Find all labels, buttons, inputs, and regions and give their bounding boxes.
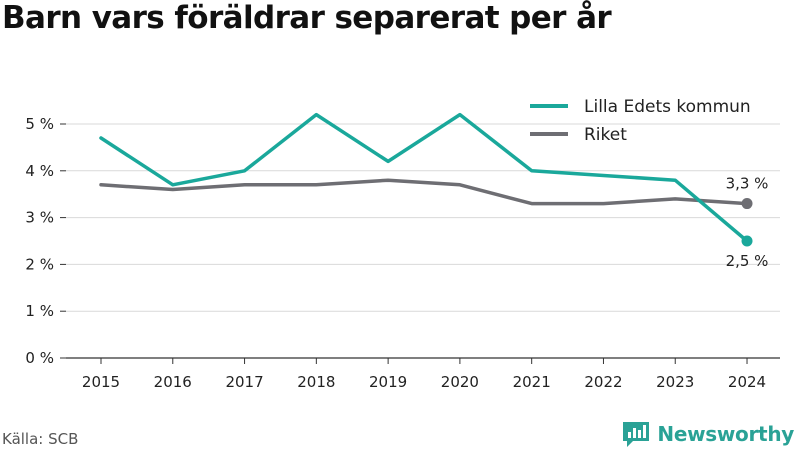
x-tick-label: 2015 — [82, 373, 120, 391]
y-tick-label: 3 % — [25, 209, 54, 227]
x-tick-label: 2022 — [584, 373, 622, 391]
newsworthy-logo-icon — [623, 422, 650, 447]
brand-name: Newsworthy — [657, 422, 794, 446]
series-line — [99, 112, 749, 243]
data-label: 3,3 % — [726, 175, 769, 193]
gridlines — [66, 123, 780, 312]
x-tick-label: 2019 — [369, 373, 407, 391]
x-tick-label: 2024 — [728, 373, 766, 391]
y-tick-label: 1 % — [25, 302, 54, 320]
legend: Lilla Edets kommun Riket — [530, 97, 751, 145]
legend-label: Riket — [584, 125, 627, 145]
x-tick-label: 2020 — [441, 373, 479, 391]
y-tick-label: 4 % — [25, 162, 54, 180]
x-tick-label: 2018 — [297, 373, 335, 391]
y-tick-label: 5 % — [25, 115, 54, 133]
y-tick-label: 2 % — [25, 255, 54, 273]
legend-label: Lilla Edets kommun — [584, 97, 751, 117]
y-tick-label: 0 % — [25, 349, 54, 367]
x-tick-label: 2021 — [513, 373, 551, 391]
series-end-point — [741, 198, 753, 210]
x-tick-label: 2023 — [656, 373, 694, 391]
brand-logo[interactable]: Newsworthy — [621, 420, 794, 448]
x-tick-label: 2016 — [154, 373, 192, 391]
series-end-point — [741, 235, 753, 247]
x-tick-label: 2017 — [225, 373, 263, 391]
series-line — [99, 178, 749, 206]
source-note: Källa: SCB — [2, 430, 79, 448]
series-lines: 3,3 % 2,5 % — [99, 112, 769, 270]
x-axis: 2015 2016 2017 2018 2019 2020 2021 2022 2023 2024 — [66, 357, 780, 391]
y-axis: 0 % 1 % 2 % 3 % 4 % 5 % — [25, 115, 66, 367]
chart-title: Barn vars föräldrar separerat per år — [2, 0, 612, 36]
data-label: 2,5 % — [726, 252, 769, 270]
